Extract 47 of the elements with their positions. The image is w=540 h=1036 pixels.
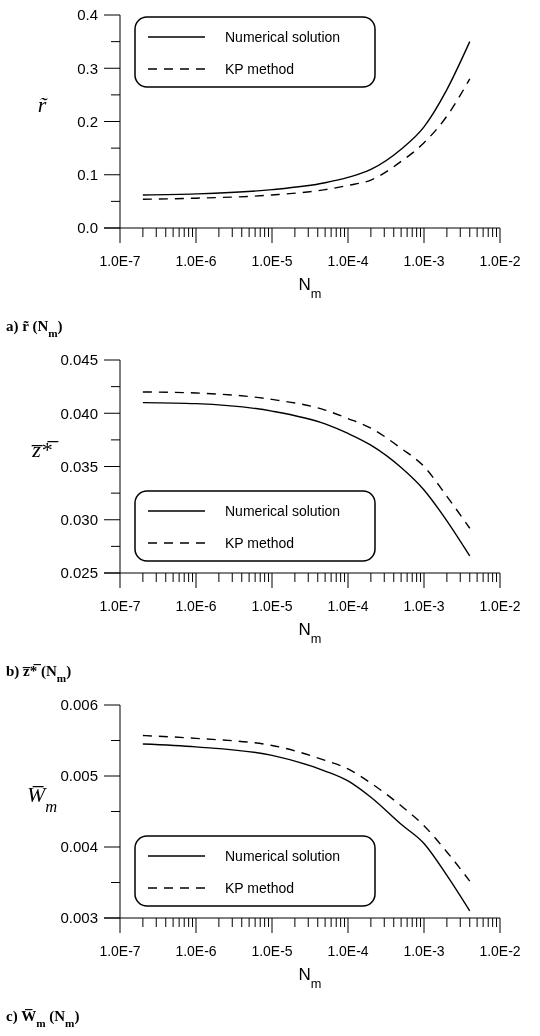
x-tick-label: 1.0E-7 [99, 943, 141, 959]
y-tick-label: 0.005 [60, 767, 98, 785]
y-tick-label: 0.006 [60, 696, 98, 714]
legend-label: Numerical solution [225, 502, 341, 519]
y-tick-label: 0.035 [60, 457, 98, 475]
y-tick-label: 0.3 [77, 59, 98, 77]
x-tick-label: 1.0E-6 [175, 943, 217, 959]
y-axis-title: r̃ [37, 91, 48, 117]
x-tick-label: 1.0E-3 [403, 598, 445, 614]
x-tick-label: 1.0E-3 [403, 253, 445, 269]
y-tick-label: 0.025 [60, 564, 98, 582]
x-tick-label: 1.0E-5 [251, 253, 293, 269]
y-tick-label: 0.003 [60, 909, 98, 927]
legend-label: Numerical solution [225, 847, 341, 864]
legend-label: KP method [225, 534, 295, 551]
x-tick-label: 1.0E-5 [251, 598, 293, 614]
x-tick-label: 1.0E-4 [327, 253, 369, 269]
x-tick-label: 1.0E-6 [175, 253, 217, 269]
x-axis-title: N$_{m}$ [298, 965, 322, 991]
x-tick-label: 1.0E-2 [479, 943, 521, 959]
x-tick-label: 1.0E-2 [479, 598, 521, 614]
x-tick-label: 1.0E-7 [99, 598, 141, 614]
x-tick-label: 1.0E-4 [327, 943, 369, 959]
x-tick-label: 1.0E-6 [175, 598, 217, 614]
y-tick-label: 0.4 [77, 6, 98, 24]
x-tick-label: 1.0E-3 [403, 943, 445, 959]
y-tick-label: 0.045 [60, 351, 98, 369]
x-axis-title: N$_{m}$ [298, 620, 322, 646]
text: a) r̃ (N$_{m}$) [6, 318, 63, 339]
y-tick-label: 0.2 [77, 112, 98, 130]
y-tick-label: 0.0 [77, 219, 98, 237]
y-axis-title: z̅*̅ [31, 436, 59, 462]
x-tick-label: 1.0E-7 [99, 253, 141, 269]
legend-label: KP method [225, 879, 295, 896]
y-tick-label: 0.030 [60, 511, 98, 528]
x-axis-title: N$_{m}$ [298, 275, 322, 301]
y-axis-title: W̅$_{m}$ [26, 781, 58, 815]
legend-label: Numerical solution [225, 28, 341, 45]
x-tick-label: 1.0E-4 [327, 598, 369, 614]
y-tick-label: 0.040 [60, 404, 98, 422]
x-tick-label: 1.0E-2 [479, 253, 521, 269]
text: b) z̅*̅ (N$_{m}$) [6, 663, 72, 684]
y-tick-label: 0.1 [77, 166, 98, 183]
y-tick-label: 0.004 [60, 838, 98, 856]
legend-label: KP method [225, 60, 295, 77]
text: c) W̅$_{m}$ (N$_{m}$) [6, 1008, 80, 1029]
x-tick-label: 1.0E-5 [251, 943, 293, 959]
